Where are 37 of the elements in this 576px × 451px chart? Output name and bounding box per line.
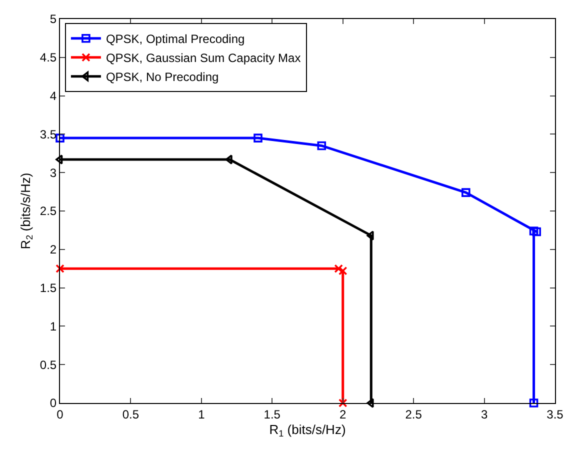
point (529, 398, 538, 408)
point (56, 134, 64, 142)
point (529, 226, 538, 236)
x-tick-label: 1.5 (264, 407, 281, 422)
x-tick-label: 3.5 (546, 407, 564, 422)
point (317, 141, 326, 150)
y-tick-label: 2.5 (40, 204, 57, 218)
point (254, 134, 262, 142)
y-tick-label: 1.5 (40, 281, 57, 295)
point (338, 398, 348, 408)
y-tick-label: 0.5 (40, 358, 57, 372)
x-tick-label: 2.5 (405, 407, 422, 422)
x-tick-label: 2 (340, 407, 347, 422)
y-tick-label: 3 (50, 166, 57, 180)
legend-label: QPSK, No Precoding (106, 70, 219, 84)
x-tick-label: 3 (480, 407, 488, 422)
point (338, 266, 348, 276)
point (366, 230, 374, 241)
y-tick-label: 3.5 (40, 127, 57, 142)
y-tick-label: 4.5 (40, 50, 57, 65)
point (56, 154, 63, 164)
legend-label: QPSK, Gaussian Sum Capacity Max (106, 51, 301, 66)
y-tick-label: 0 (50, 396, 57, 410)
x-tick-label: 1 (198, 407, 206, 422)
point (225, 154, 232, 164)
x-tick-label: 0.5 (122, 407, 140, 422)
point (334, 264, 344, 273)
y-tick-label: 4 (50, 89, 57, 103)
legend-label: QPSK, Optimal Precoding (106, 32, 245, 46)
y-tick-label: 2 (50, 242, 57, 257)
x-axis-title: R$_{1}$ (bits/s/Hz) (269, 422, 346, 439)
point (56, 264, 64, 273)
point (366, 398, 374, 408)
y-tick-label: 5 (50, 12, 57, 26)
point (532, 227, 542, 236)
y-tick-label: 1 (50, 319, 57, 334)
point (462, 188, 470, 197)
